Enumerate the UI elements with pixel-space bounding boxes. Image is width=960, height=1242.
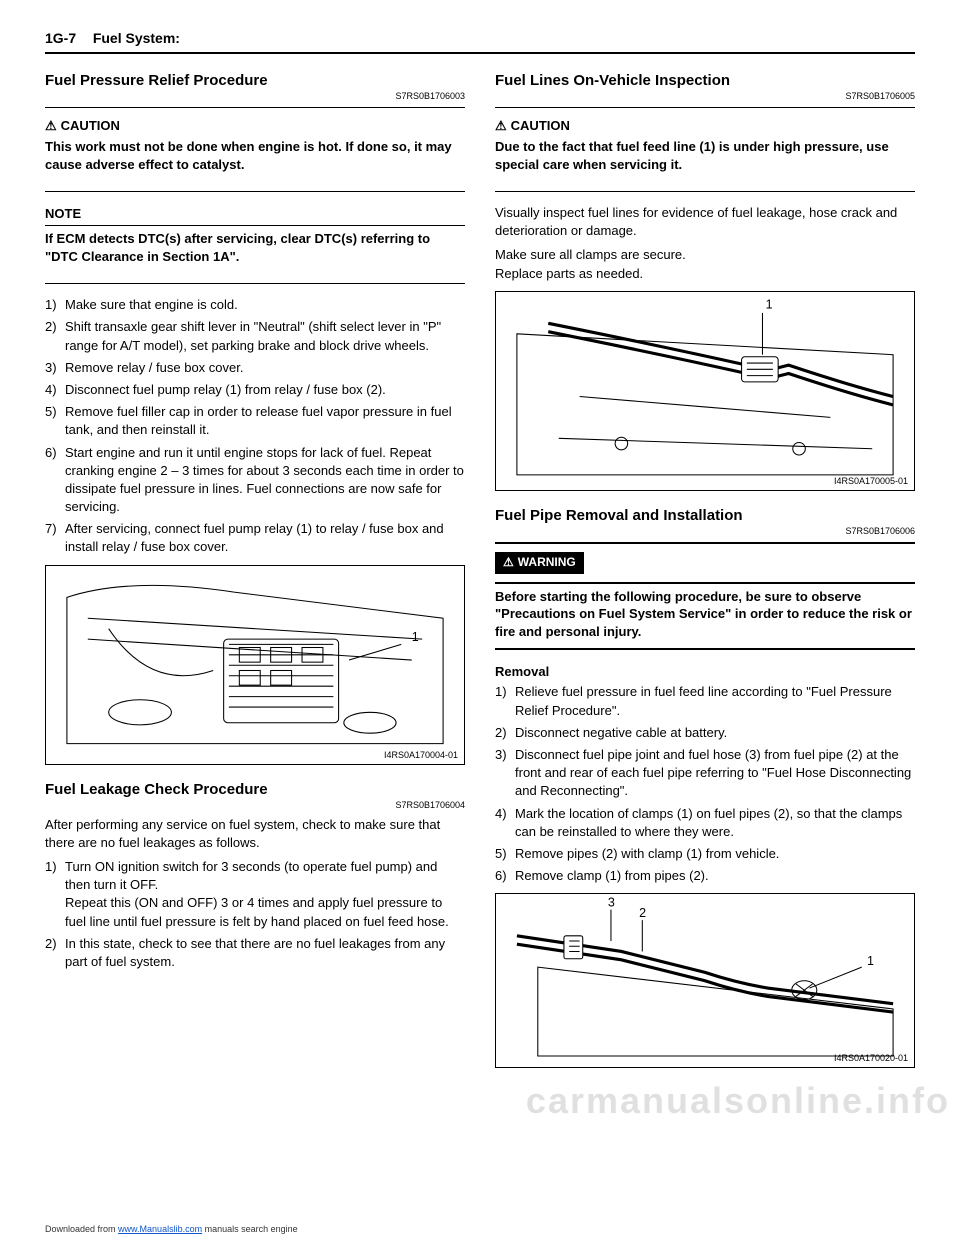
step: Remove pipes (2) with clamp (1) from veh… (495, 845, 915, 863)
warning-body: Before starting the following procedure,… (495, 588, 915, 641)
caution-body: This work must not be done when engine i… (45, 138, 465, 173)
callout-1: 1 (766, 298, 773, 312)
section-name (81, 30, 89, 46)
figure-code: I4RS0A170005-01 (834, 476, 908, 486)
figure-code: I4RS0A170004-01 (384, 750, 458, 760)
step: Remove relay / fuse box cover. (45, 359, 465, 377)
two-column-layout: Fuel Pressure Relief Procedure S7RS0B170… (45, 72, 915, 1084)
body: Replace parts as needed. (495, 265, 915, 283)
callout-1: 1 (412, 630, 419, 644)
caution-label: CAUTION (495, 118, 915, 134)
section-title: Fuel Leakage Check Procedure (45, 781, 465, 798)
step: Disconnect fuel pump relay (1) from rela… (45, 381, 465, 399)
footer-suffix: manuals search engine (205, 1224, 298, 1234)
figure-relay-box: 1 I4RS0A170004-01 (45, 565, 465, 765)
section-title: Fuel Lines On-Vehicle Inspection (495, 72, 915, 89)
fuel-pipes-illustration: 3 2 1 (496, 894, 914, 1066)
warning-box: WARNING Before starting the following pr… (495, 542, 915, 651)
step: Relieve fuel pressure in fuel feed line … (495, 683, 915, 719)
ref-code: S7RS0B1706004 (45, 800, 465, 810)
left-column: Fuel Pressure Relief Procedure S7RS0B170… (45, 72, 465, 1084)
ref-code: S7RS0B1706003 (45, 91, 465, 101)
right-column: Fuel Lines On-Vehicle Inspection S7RS0B1… (495, 72, 915, 1084)
caution-body: Due to the fact that fuel feed line (1) … (495, 138, 915, 173)
warning-label: WARNING (495, 552, 584, 574)
note-box: NOTE If ECM detects DTC(s) after servici… (45, 200, 465, 271)
step: Make sure that engine is cold. (45, 296, 465, 314)
ref-code: S7RS0B1706005 (495, 91, 915, 101)
callout-2: 2 (639, 906, 646, 920)
intro-text: After performing any service on fuel sys… (45, 816, 465, 852)
manual-page: 1G-7 Fuel System: Fuel Pressure Relief P… (0, 0, 960, 1104)
step: After servicing, connect fuel pump relay… (45, 520, 465, 556)
caution-box: CAUTION This work must not be done when … (45, 112, 465, 179)
procedure-steps: Relieve fuel pressure in fuel feed line … (495, 683, 915, 885)
section-name-text: Fuel System: (93, 30, 180, 46)
sub-heading: Removal (495, 664, 915, 679)
step: Disconnect negative cable at battery. (495, 724, 915, 742)
footer: Downloaded from www.Manualslib.com manua… (45, 1224, 298, 1234)
step: In this state, check to see that there a… (45, 935, 465, 971)
procedure-steps: Make sure that engine is cold. Shift tra… (45, 296, 465, 556)
ref-code: S7RS0B1706006 (495, 526, 915, 536)
step: Mark the location of clamps (1) on fuel … (495, 805, 915, 841)
step: Remove fuel filler cap in order to relea… (45, 403, 465, 439)
figure-code: I4RS0A170020-01 (834, 1053, 908, 1063)
step: Disconnect fuel pipe joint and fuel hose… (495, 746, 915, 801)
step: Turn ON ignition switch for 3 seconds (t… (45, 858, 465, 931)
section-title: Fuel Pipe Removal and Installation (495, 507, 915, 524)
fuel-lines-illustration: 1 (496, 292, 914, 491)
footer-prefix: Downloaded from (45, 1224, 118, 1234)
callout-1: 1 (867, 954, 874, 968)
engine-bay-illustration: 1 (46, 566, 464, 765)
step: Start engine and run it until engine sto… (45, 444, 465, 517)
caution-box: CAUTION Due to the fact that fuel feed l… (495, 112, 915, 179)
caution-label: CAUTION (45, 118, 465, 134)
figure-fuel-pipes: 3 2 1 I4RS0A170020-01 (495, 893, 915, 1068)
footer-link[interactable]: www.Manualslib.com (118, 1224, 202, 1234)
body: Make sure all clamps are secure. (495, 246, 915, 264)
step: Shift transaxle gear shift lever in "Neu… (45, 318, 465, 354)
page-ref: 1G-7 (45, 30, 76, 46)
step: Remove clamp (1) from pipes (2). (495, 867, 915, 885)
figure-fuel-lines: 1 I4RS0A170005-01 (495, 291, 915, 491)
body: Visually inspect fuel lines for evidence… (495, 204, 915, 240)
note-body: If ECM detects DTC(s) after servicing, c… (45, 230, 465, 265)
note-label: NOTE (45, 206, 465, 221)
procedure-steps: Turn ON ignition switch for 3 seconds (t… (45, 858, 465, 971)
callout-3: 3 (608, 896, 615, 910)
page-header: 1G-7 Fuel System: (45, 30, 915, 54)
section-title: Fuel Pressure Relief Procedure (45, 72, 465, 89)
